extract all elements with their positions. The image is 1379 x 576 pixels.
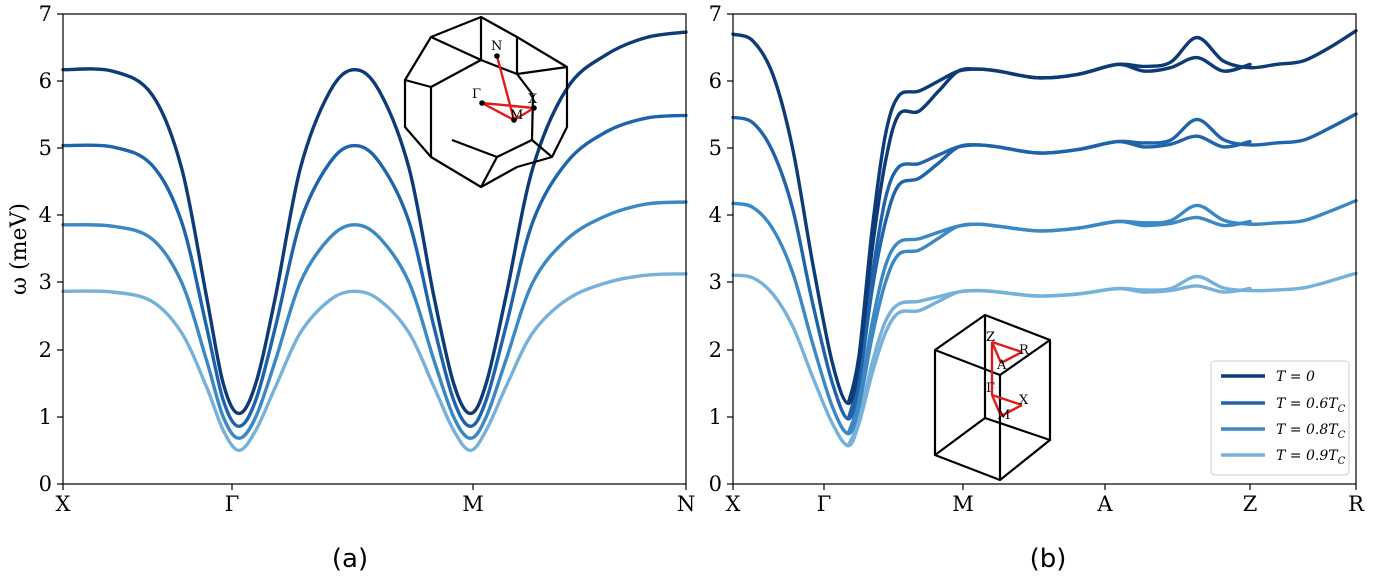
panel-a-xtick-N: N bbox=[677, 492, 695, 516]
panel-a-ytick-7: 7 bbox=[39, 2, 52, 26]
panel-a-series-T09 bbox=[61, 272, 688, 453]
panel-a-y-ticks bbox=[57, 13, 63, 485]
panel-b-bz-inset bbox=[933, 313, 1052, 482]
panel-a-x-ticks bbox=[62, 484, 687, 490]
panel-a-frame bbox=[62, 13, 687, 485]
panel-a-bz-label-N: N bbox=[491, 39, 502, 54]
panel-a-ytick-0: 0 bbox=[39, 472, 52, 496]
panel-b-ytick-2: 2 bbox=[709, 338, 722, 362]
panel-b-bz-label-Z: Z bbox=[986, 330, 995, 345]
panel-b-series-T06-branch-2 bbox=[846, 134, 1252, 421]
panel-a-series-T0 bbox=[61, 30, 688, 416]
panel-b-frame bbox=[732, 13, 1357, 485]
panel-a-bz-inset bbox=[403, 15, 569, 189]
panel-b-xtick-A: A bbox=[1096, 492, 1113, 516]
panel-a: 0 1 2 3 4 5 6 7 X Γ M N ω (meV) (a) bbox=[7, 2, 695, 574]
panel-b-series-T09-branch-2 bbox=[846, 284, 1252, 448]
legend-label-T08: T = 0.8TC bbox=[1276, 422, 1346, 441]
panel-b-legend: T = 0 T = 0.6TC T = 0.8TC T = 0.9TC bbox=[1210, 360, 1350, 476]
legend-label-T09: T = 0.9TC bbox=[1276, 448, 1346, 467]
panel-b-xtick-Gamma: Γ bbox=[817, 492, 832, 516]
panel-b-ytick-6: 6 bbox=[709, 69, 722, 93]
panel-a-ytick-5: 5 bbox=[39, 136, 52, 160]
panel-a-ytick-6: 6 bbox=[39, 69, 52, 93]
panel-a-ylabel: ω (meV) bbox=[7, 203, 32, 295]
panel-a-series-T08 bbox=[61, 200, 688, 440]
panel-b-xtick-Z: Z bbox=[1243, 492, 1258, 516]
panel-b-bz-label-R: R bbox=[1019, 343, 1030, 358]
panel-a-bz-points bbox=[479, 53, 537, 123]
panel-a-curves bbox=[61, 30, 688, 453]
panel-b-caption: (b) bbox=[1030, 544, 1067, 574]
legend-label-T0: T = 0 bbox=[1276, 369, 1315, 385]
panel-a-caption: (a) bbox=[332, 544, 368, 574]
panel-a-bz-label-M: M bbox=[510, 108, 523, 123]
panel-a-bz-path bbox=[481, 55, 535, 122]
panel-a-xtick-X: X bbox=[56, 492, 71, 516]
panel-b-ytick-5: 5 bbox=[709, 136, 722, 160]
panel-a-series-T06 bbox=[61, 113, 688, 428]
panel-a-ytick-3: 3 bbox=[39, 270, 52, 294]
panel-b-series-T08-branch-2 bbox=[846, 215, 1252, 436]
legend-entry-T06: T = 0.6TC bbox=[1221, 396, 1346, 415]
panel-a-ytick-2: 2 bbox=[39, 338, 52, 362]
legend-frame bbox=[1210, 360, 1350, 476]
panel-b-bz-label-A: A bbox=[996, 358, 1007, 373]
panel-b-series-T0-branch-2 bbox=[846, 55, 1252, 406]
panel-b-bz-path bbox=[990, 340, 1023, 418]
panel-a-xtick-Gamma: Γ bbox=[225, 492, 240, 516]
panel-b-series-T0-branch-1 bbox=[731, 29, 1358, 406]
panel-b-y-ticks bbox=[727, 13, 733, 485]
panel-b-x-ticks bbox=[732, 484, 1357, 490]
legend-label-T06: T = 0.6TC bbox=[1276, 396, 1346, 415]
panel-b: 0 1 2 3 4 5 6 7 X Γ M A Z R (b) bbox=[709, 2, 1365, 574]
panel-b-ytick-4: 4 bbox=[709, 203, 722, 227]
panel-b-bz-label-X: X bbox=[1019, 393, 1029, 408]
panel-a-bz-label-X: X bbox=[528, 92, 538, 107]
panel-b-bz-label-Gamma: Γ bbox=[986, 381, 995, 396]
panel-b-xtick-X: X bbox=[726, 492, 741, 516]
legend-entry-T08: T = 0.8TC bbox=[1221, 422, 1346, 441]
legend-entry-T09: T = 0.9TC bbox=[1221, 448, 1346, 467]
panel-a-bz-label-Gamma: Γ bbox=[472, 87, 481, 102]
panel-a-xtick-M: M bbox=[462, 492, 484, 516]
panel-b-ytick-0: 0 bbox=[709, 472, 722, 496]
panel-b-bz-label-M: M bbox=[997, 408, 1010, 423]
panel-b-ytick-3: 3 bbox=[709, 270, 722, 294]
panel-b-xtick-M: M bbox=[952, 492, 974, 516]
panel-b-ytick-7: 7 bbox=[709, 2, 722, 26]
panel-a-ytick-1: 1 bbox=[39, 405, 52, 429]
panel-a-ytick-4: 4 bbox=[39, 203, 52, 227]
panel-b-ytick-1: 1 bbox=[709, 405, 722, 429]
legend-entry-T0: T = 0 bbox=[1221, 369, 1315, 385]
panel-b-curves bbox=[731, 29, 1358, 448]
panel-b-xtick-R: R bbox=[1348, 492, 1365, 516]
